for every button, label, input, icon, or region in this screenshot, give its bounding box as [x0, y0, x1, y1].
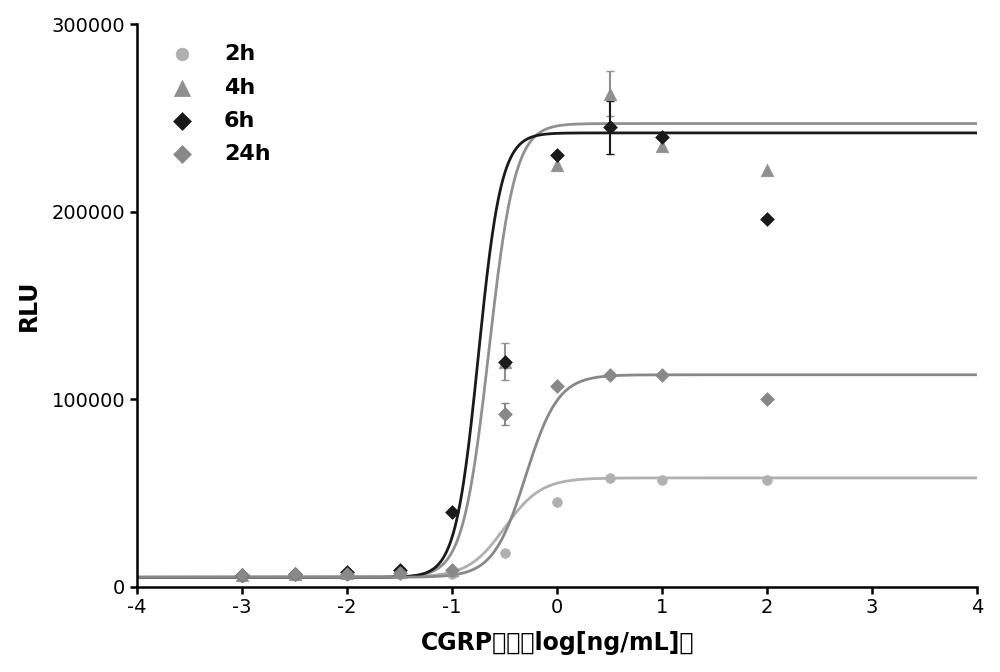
4h: [497, 356, 513, 367]
6h: [549, 150, 565, 161]
4h: [234, 570, 250, 581]
6h: [234, 570, 250, 581]
4h: [444, 564, 460, 575]
24h: [392, 567, 408, 578]
2h: [234, 572, 250, 583]
2h: [339, 570, 355, 581]
2h: [549, 497, 565, 507]
6h: [654, 131, 670, 142]
4h: [602, 88, 618, 99]
24h: [759, 394, 775, 405]
2h: [287, 570, 303, 581]
4h: [759, 165, 775, 176]
24h: [549, 380, 565, 391]
Legend: 2h, 4h, 6h, 24h: 2h, 4h, 6h, 24h: [148, 35, 279, 173]
4h: [287, 568, 303, 579]
4h: [549, 159, 565, 170]
Y-axis label: RLU: RLU: [17, 280, 41, 331]
4h: [339, 567, 355, 578]
24h: [234, 570, 250, 581]
6h: [392, 564, 408, 575]
24h: [602, 370, 618, 380]
2h: [444, 568, 460, 579]
6h: [444, 506, 460, 517]
6h: [602, 122, 618, 132]
6h: [759, 214, 775, 224]
2h: [654, 474, 670, 485]
2h: [392, 569, 408, 580]
X-axis label: CGRP浓度（log[ng/mL]）: CGRP浓度（log[ng/mL]）: [420, 631, 694, 655]
4h: [392, 566, 408, 577]
6h: [339, 566, 355, 577]
24h: [444, 564, 460, 575]
24h: [287, 568, 303, 579]
24h: [654, 370, 670, 380]
2h: [759, 474, 775, 485]
24h: [339, 568, 355, 579]
24h: [497, 409, 513, 419]
4h: [654, 140, 670, 151]
6h: [287, 568, 303, 579]
2h: [497, 548, 513, 558]
6h: [497, 356, 513, 367]
2h: [602, 472, 618, 483]
